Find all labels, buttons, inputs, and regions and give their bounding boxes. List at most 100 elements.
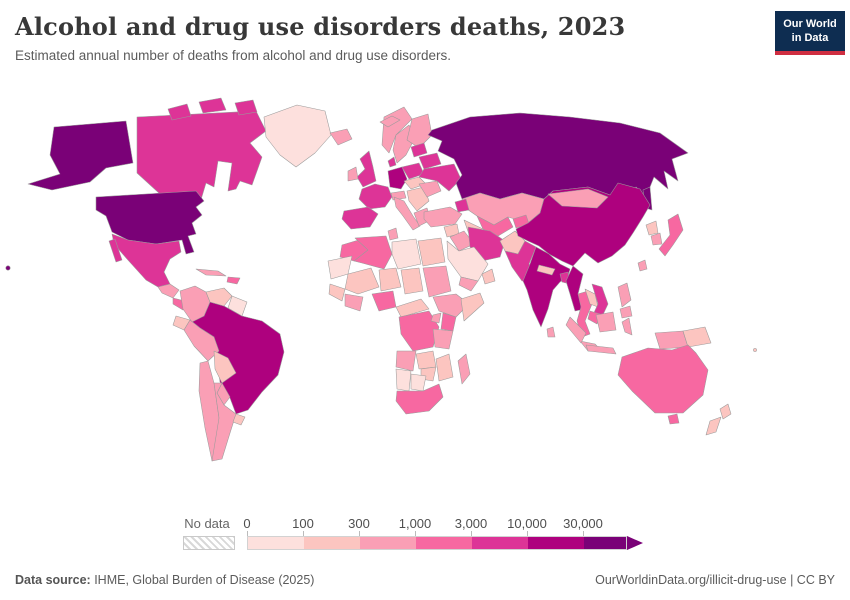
country-canada-arctic-island-2[interactable] (198, 97, 227, 114)
country-madagascar[interactable] (457, 353, 471, 385)
country-uruguay[interactable] (232, 413, 246, 426)
country-indonesia-borneo[interactable] (595, 311, 617, 333)
country-mozambique[interactable] (435, 353, 454, 382)
country-indonesia-sulawesi[interactable] (621, 317, 633, 336)
country-north-korea[interactable] (645, 220, 659, 236)
country-taiwan[interactable] (637, 259, 648, 272)
country-united-states[interactable] (95, 190, 205, 255)
country-saudi-arabia[interactable] (446, 240, 489, 282)
legend-tick-label: 0 (243, 516, 251, 531)
country-sri-lanka[interactable] (546, 326, 556, 338)
country-philippines-luzon[interactable] (617, 282, 632, 308)
country-canada-arctic-island-1[interactable] (167, 103, 192, 121)
country-ukraine[interactable] (418, 163, 462, 192)
country-mali[interactable] (344, 267, 380, 295)
country-angola[interactable] (395, 350, 417, 372)
country-south-korea[interactable] (650, 232, 663, 246)
country-romania[interactable] (418, 180, 442, 198)
owid-logo[interactable]: Our World in Data (775, 11, 845, 55)
colorbar-segment-0-100[interactable] (248, 537, 304, 549)
country-egypt[interactable] (417, 237, 446, 267)
country-greenland[interactable] (263, 104, 332, 168)
country-fiji[interactable] (753, 348, 757, 352)
no-data-swatch[interactable] (183, 536, 235, 550)
country-tanzania[interactable] (432, 328, 454, 350)
country-nepal[interactable] (536, 264, 556, 276)
country-chad[interactable] (400, 267, 424, 295)
country-argentina[interactable] (211, 382, 237, 462)
country-italy[interactable] (393, 196, 421, 231)
country-oman[interactable] (481, 268, 496, 285)
colorbar-segment-3,000-10,000[interactable] (472, 537, 528, 549)
country-niger[interactable] (378, 267, 402, 292)
colorbar-segment-10,000-30,000[interactable] (528, 537, 584, 549)
country-norway-svalbard[interactable] (379, 115, 401, 128)
country-caucasus-states[interactable] (454, 198, 470, 213)
country-baltic-states[interactable] (410, 142, 428, 158)
country-somalia[interactable] (460, 292, 485, 322)
country-sudan[interactable] (422, 265, 452, 298)
country-australia-tasmania[interactable] (667, 413, 680, 425)
colorbar-track (247, 536, 627, 550)
country-denmark[interactable] (387, 156, 397, 168)
country-libya[interactable] (391, 238, 422, 270)
country-canada[interactable] (136, 110, 267, 204)
country-papua-new-guinea[interactable] (682, 326, 712, 348)
country-mexico[interactable] (111, 233, 182, 288)
country-colombia[interactable] (179, 285, 211, 323)
country-algeria[interactable] (353, 235, 393, 270)
country-france[interactable] (358, 183, 393, 210)
country-central-america[interactable] (157, 283, 180, 299)
country-germany[interactable] (387, 166, 408, 190)
country-united-kingdom[interactable] (356, 150, 377, 188)
country-botswana[interactable] (410, 373, 427, 392)
country-hispaniola[interactable] (226, 276, 241, 285)
colorbar-segment-100-300[interactable] (304, 537, 360, 549)
owid-logo-line2: in Data (791, 32, 829, 44)
country-zambia[interactable] (415, 350, 437, 370)
country-indonesia-sumatra[interactable] (565, 316, 587, 344)
country-peru[interactable] (183, 319, 220, 362)
country-finland[interactable] (406, 113, 433, 149)
country-venezuela[interactable] (205, 287, 233, 307)
country-south-africa[interactable] (395, 383, 444, 415)
footer-credit: OurWorldinData.org/illicit-drug-use | CC… (595, 573, 835, 587)
country-cameroon-and-central-africa[interactable] (395, 298, 430, 318)
country-iceland[interactable] (329, 128, 353, 146)
country-yemen[interactable] (458, 276, 479, 292)
colorbar-segment-30,000+[interactable] (584, 537, 626, 549)
country-india[interactable] (522, 246, 571, 328)
country-tunisia[interactable] (387, 227, 399, 241)
country-dr-congo[interactable] (398, 310, 440, 352)
country-turkey[interactable] (423, 206, 463, 228)
country-cuba[interactable] (195, 268, 227, 277)
country-namibia[interactable] (395, 368, 412, 392)
country-united-states-alaska[interactable] (27, 120, 134, 191)
country-japan[interactable] (658, 213, 684, 257)
country-ghana-coast[interactable] (344, 293, 364, 312)
country-belarus[interactable] (418, 152, 442, 170)
legend-tick-label: 30,000 (563, 516, 603, 531)
colorbar-segment-300-1,000[interactable] (360, 537, 416, 549)
country-philippines-mindanao[interactable] (619, 305, 633, 319)
country-nigeria[interactable] (371, 290, 397, 312)
page-title: Alcohol and drug use disorders deaths, 2… (15, 12, 626, 41)
country-new-zealand-south[interactable] (705, 416, 722, 436)
country-new-zealand-north[interactable] (719, 403, 732, 420)
country-indonesia-java[interactable] (585, 344, 617, 355)
country-uganda[interactable] (430, 312, 442, 324)
colorbar-segment-1,000-3,000[interactable] (416, 537, 472, 549)
country-mexico-baja[interactable] (108, 238, 123, 263)
country-ireland[interactable] (347, 166, 359, 182)
country-canada-arctic-island-3[interactable] (234, 99, 258, 116)
country-west-africa[interactable] (328, 283, 346, 302)
country-cambodia[interactable] (587, 310, 601, 325)
country-mongolia[interactable] (547, 188, 609, 209)
country-guyanas[interactable] (227, 295, 248, 317)
country-united-states-hawaii[interactable] (5, 265, 11, 271)
data-source-text: IHME, Global Burden of Disease (2025) (90, 573, 315, 587)
country-spain[interactable] (341, 206, 379, 230)
country-bolivia[interactable] (213, 350, 237, 384)
country-australia[interactable] (617, 344, 709, 414)
